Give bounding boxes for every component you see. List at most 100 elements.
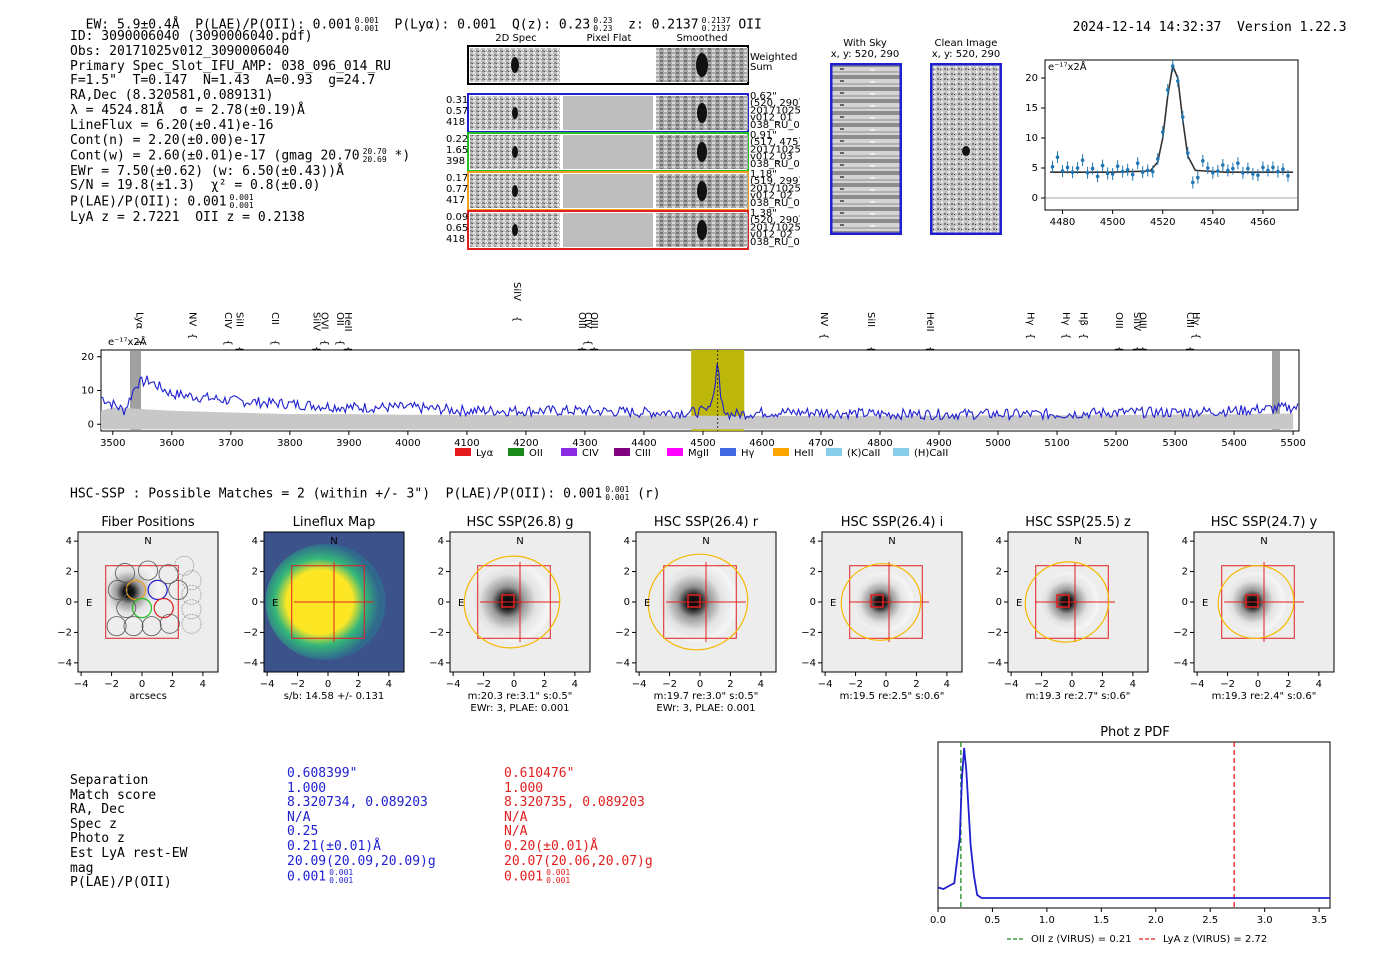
hsc-xtick-label: 4: [200, 679, 206, 690]
spec-legend-label: (H)CaII: [914, 448, 948, 459]
hsc-ytick-label: 0: [1182, 597, 1188, 608]
info-plae-sub: 0.001: [229, 201, 254, 211]
cutout-row-right-value: 038_RU_031: [750, 237, 800, 248]
zoom-point: [1241, 171, 1245, 175]
m1-plae: 0.001 0.001 0.001: [287, 869, 436, 885]
info-ewr: EWr = 7.50(±0.62) (w: 6.50(±0.43))Å: [70, 163, 344, 179]
info-gmag-close: *): [394, 148, 411, 164]
m2-plae-text: 0.001: [504, 869, 544, 885]
hsc-ytick-label: −2: [57, 627, 72, 638]
zoom-point: [1065, 165, 1070, 170]
hsc-xtick-label: 2: [1285, 679, 1291, 690]
with-sky-xy: x, y: 520, 290: [830, 49, 900, 60]
spec-legend-swatch: [667, 448, 683, 456]
north-label: N: [330, 536, 337, 547]
cutout-row-flat: [563, 174, 653, 208]
hsc-xtick-label: 2: [355, 679, 361, 690]
fiber-circle: [106, 616, 127, 637]
cutout-row-right-value: 0.91": [750, 130, 777, 141]
zoom-point: [1190, 180, 1195, 185]
hsc-heading-sub: 0.001: [605, 493, 630, 502]
m1-plae-sub: 0.001: [329, 876, 354, 886]
info-block: ID: 3090006040 (3090006040.pdf) Obs: 201…: [70, 29, 411, 225]
spec-line-brace: {: [1131, 346, 1142, 352]
weighted-label-2: Sum: [750, 62, 772, 73]
spec-line-brace: {: [511, 316, 522, 322]
clean-xy: x, y: 520, 290: [931, 49, 1001, 60]
info-primary: Primary Spec_Slot_IFU_AMP: 038_096_014_R…: [70, 58, 391, 74]
cutout-row-right-value: 038_RU_031: [750, 120, 800, 131]
cutout-row-right-value: 1.18": [750, 169, 777, 180]
zoom-xtick-label: 4500: [1100, 217, 1125, 228]
m2-radec: 8.320735, 0.089203: [504, 795, 645, 811]
cutout-row-right-value: 038_RU_032: [750, 198, 800, 209]
hsc-ytick-label: 2: [624, 567, 630, 578]
hsc-panel-title: HSC SSP(26.4) r: [654, 515, 759, 530]
full-spectrum-plot: Lyα {NV {CIV {SiII {CII {SiIV {OVI {OII {HeII {Si…: [81, 282, 1306, 459]
info-plae-sup: 0.001: [229, 193, 254, 203]
zoom-point: [1221, 163, 1225, 167]
photz-xtick-label: 1.5: [1093, 915, 1109, 926]
zoom-point: [1211, 171, 1215, 175]
spec-mask-right: [1272, 350, 1280, 431]
spec-xtick-label: 4600: [749, 438, 774, 449]
spec-line-label: OIII: [576, 312, 587, 329]
with-sky-title-text: With Sky: [843, 38, 887, 49]
spec-xtick-label: 5300: [1162, 438, 1187, 449]
hsc-xtick-label: −2: [1220, 679, 1235, 690]
zoom-point: [1180, 115, 1185, 119]
hsc-xtick-label: 4: [386, 679, 392, 690]
zoom-ytick-label: 15: [1025, 103, 1038, 114]
hsc-heading-sup: 0.001: [605, 485, 630, 494]
cutout-row-right-value: 20171025: [750, 144, 800, 155]
cutout-row-right-value: 0.62": [750, 91, 777, 102]
zoom-point: [1130, 172, 1135, 177]
header-z-sup: 0.2137: [701, 16, 731, 25]
spec-line-brace: {: [269, 340, 280, 346]
zoom-point: [1125, 168, 1130, 172]
zoom-point: [1155, 157, 1160, 161]
east-label: E: [1016, 598, 1022, 609]
spec-line-label: Lyα: [133, 312, 144, 330]
zoom-xtick-label: 4540: [1200, 217, 1225, 228]
zoom-spectrum-plot: e⁻¹⁷x2Å 4480 4500 4520 4540 4560 0 5 10 15 20: [1025, 59, 1299, 228]
cutout-row-flat: [563, 213, 653, 247]
zoom-point: [1261, 165, 1265, 170]
hsc-panel-title: HSC SSP(26.4) i: [841, 515, 943, 530]
spec-line-brace: {: [1025, 333, 1036, 339]
hsc-ytick-label: −4: [1173, 658, 1188, 669]
clean-title-text: Clean Image: [934, 38, 998, 49]
spec-line-brace: {: [582, 340, 593, 346]
info-gmag-sub: 20.69: [362, 155, 387, 165]
spec-xtick-label: 5500: [1280, 438, 1305, 449]
cutout-row-left-value: 418: [446, 234, 465, 245]
hsc-ytick-label: 2: [66, 567, 72, 578]
hsc-ytick-label: −2: [429, 627, 444, 638]
cutout-row-flat: [563, 96, 653, 130]
photz-xtick-label: 2.5: [1202, 915, 1218, 926]
spec-line-brace: {: [318, 340, 329, 346]
label-match-score: Match score: [70, 787, 157, 803]
spec-line-brace: {: [342, 346, 353, 352]
weighted-label-1: Weighted: [750, 52, 797, 63]
spec-line-brace: {: [865, 346, 876, 352]
info-lambda: λ = 4524.81Å σ = 2.78(±0.19)Å: [70, 102, 305, 118]
fiber-circle: [116, 598, 137, 618]
hsc-xtick-label: −4: [260, 679, 275, 690]
m2-mag: 20.07(20.06,20.07)g: [504, 853, 653, 869]
hsc-xtick-label: −4: [632, 679, 647, 690]
zoom-data-points: [1050, 60, 1290, 189]
m2-plae-sup: 0.001: [546, 868, 571, 878]
hsc-panel-title: Fiber Positions: [101, 515, 194, 530]
spec-line-brace: {: [1190, 333, 1201, 339]
photz-xtick-label: 3.0: [1257, 915, 1273, 926]
zoom-point: [1281, 167, 1285, 171]
spec-legend-swatch: [893, 448, 909, 456]
hsc-panel-note: EWr: 3, PLAE: 0.001: [656, 703, 755, 714]
cutout-row-flat: [563, 135, 653, 169]
hsc-ytick-label: −4: [243, 658, 258, 669]
cutout-row-left-value: 1.65: [446, 145, 468, 156]
with-sky-title: With Sky x, y: 520, 290: [830, 38, 900, 60]
m2-plae-sub: 0.001: [546, 876, 571, 886]
zoom-point: [1236, 161, 1240, 165]
